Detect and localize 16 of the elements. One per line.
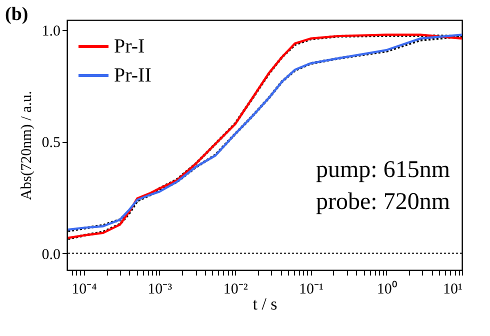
x-tick-label: 10¹ — [443, 282, 462, 298]
y-tick-label: 1.0 — [42, 24, 60, 40]
chart-title: (b) — [5, 4, 28, 25]
y-axis-title: Abs(720nm) / a.u. — [18, 90, 35, 200]
legend-label: Pr-I — [114, 36, 145, 58]
x-axis-title: t / s — [252, 294, 278, 314]
x-tick-label: 10⁻¹ — [298, 282, 324, 298]
y-tick-label: 0.5 — [42, 135, 60, 152]
legend-label: Pr-II — [114, 64, 152, 86]
annotation: pump: 615nm — [316, 157, 450, 183]
x-tick-label: 10⁻³ — [148, 282, 173, 298]
x-tick-label: 10⁻² — [223, 282, 248, 298]
x-tick-label: 10⁰ — [376, 280, 397, 298]
annotation: probe: 720nm — [316, 189, 450, 215]
y-tick-label: 0.0 — [42, 246, 60, 263]
x-tick-label: 10⁻⁴ — [72, 282, 97, 298]
